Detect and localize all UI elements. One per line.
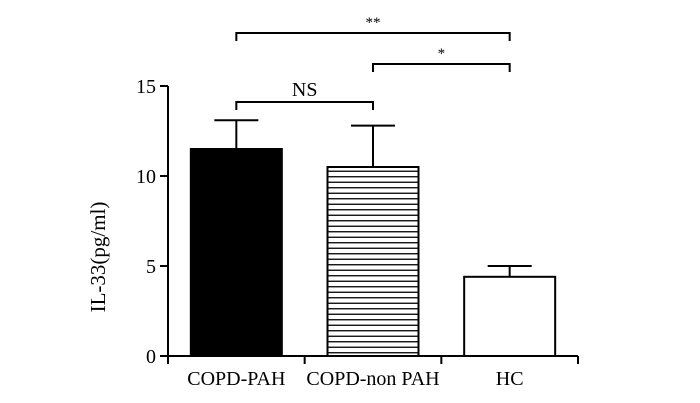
labels: COPD-PAH COPD-non PAH HC 0 5 10 15 [136, 76, 524, 390]
significance-brackets: NS*** [235, 15, 511, 110]
significance-label: ** [366, 15, 381, 31]
x-tick-label: HC [496, 368, 524, 390]
y-tick-label: 10 [136, 166, 156, 188]
error-bars [214, 119, 532, 277]
y-tick-label: 15 [136, 76, 156, 98]
significance-bracket [372, 63, 511, 72]
y-tick-label: 0 [146, 346, 156, 368]
significance-label: * [438, 46, 446, 62]
significance-label: NS [292, 79, 318, 101]
bars [189, 148, 557, 357]
bar-copd-non-pah [326, 166, 420, 357]
axes [160, 85, 579, 364]
significance-bracket [235, 32, 511, 41]
y-tick-label: 5 [146, 256, 156, 278]
bar-hc [463, 275, 557, 357]
x-tick-label: COPD-non PAH [306, 368, 439, 390]
bar-copd-pah [189, 148, 283, 357]
significance-bracket [235, 101, 374, 110]
x-tick-label: COPD-PAH [187, 368, 285, 390]
y-axis-label: IL-33(pg/ml) [86, 202, 110, 313]
